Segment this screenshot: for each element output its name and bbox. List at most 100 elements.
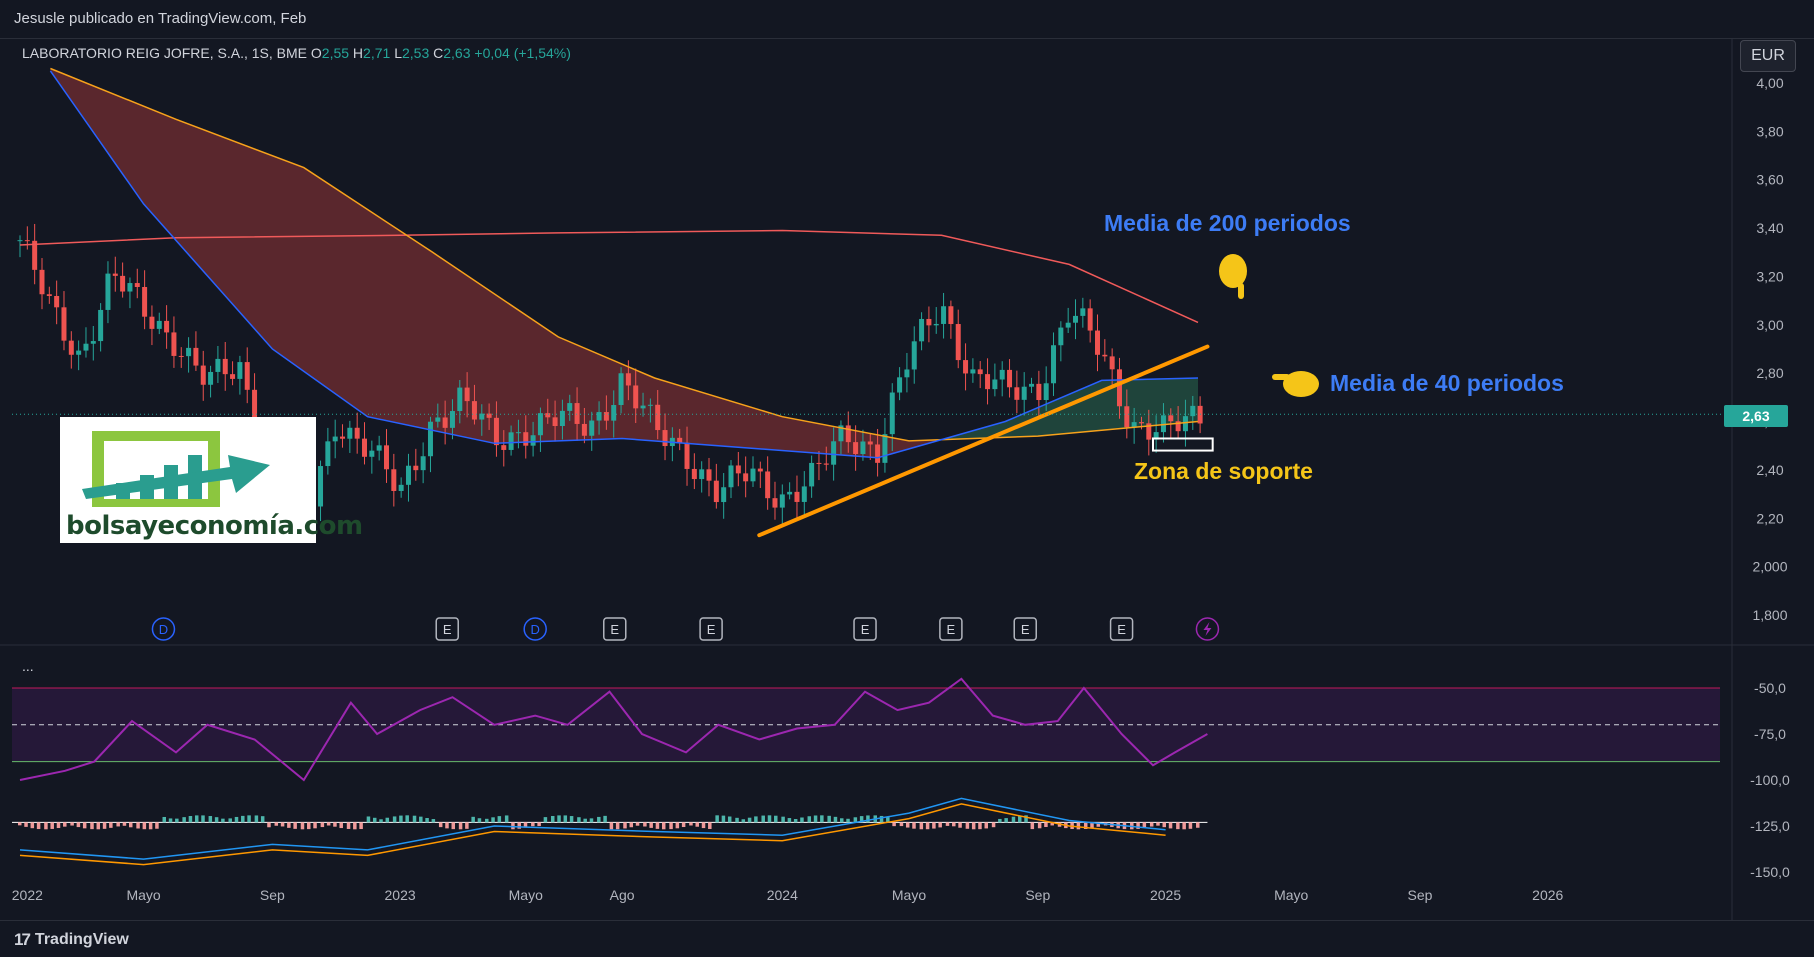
candle-body[interactable] bbox=[230, 374, 236, 379]
candle-body[interactable] bbox=[340, 436, 346, 439]
candle-body[interactable] bbox=[354, 427, 360, 439]
candle-body[interactable] bbox=[471, 401, 477, 420]
candle-body[interactable] bbox=[567, 403, 573, 411]
candle-body[interactable] bbox=[926, 318, 932, 326]
candle-body[interactable] bbox=[801, 486, 807, 502]
candle-body[interactable] bbox=[222, 358, 228, 375]
candle-body[interactable] bbox=[1087, 308, 1093, 331]
candle-body[interactable] bbox=[677, 437, 683, 443]
candle-body[interactable] bbox=[200, 365, 206, 385]
candle-body[interactable] bbox=[318, 466, 324, 507]
candle-body[interactable] bbox=[911, 341, 917, 370]
candle-body[interactable] bbox=[164, 320, 170, 333]
candle-body[interactable] bbox=[1007, 369, 1013, 388]
candle-body[interactable] bbox=[383, 445, 389, 470]
candle-body[interactable] bbox=[413, 465, 419, 471]
currency-button[interactable]: EUR bbox=[1740, 40, 1796, 72]
candle-body[interactable] bbox=[32, 240, 38, 270]
candle-body[interactable] bbox=[1160, 415, 1166, 433]
candle-body[interactable] bbox=[83, 343, 89, 351]
candle-body[interactable] bbox=[17, 240, 23, 242]
candle-body[interactable] bbox=[193, 347, 199, 366]
candle-body[interactable] bbox=[486, 413, 492, 418]
candle-body[interactable] bbox=[61, 307, 67, 341]
candle-body[interactable] bbox=[860, 441, 866, 455]
candle-body[interactable] bbox=[435, 417, 441, 422]
candle-body[interactable] bbox=[699, 469, 705, 480]
candle-body[interactable] bbox=[1021, 386, 1027, 400]
candle-body[interactable] bbox=[1073, 315, 1079, 323]
earnings-marker-icon[interactable] bbox=[853, 617, 877, 641]
candle-body[interactable] bbox=[405, 465, 411, 485]
candle-body[interactable] bbox=[963, 360, 969, 374]
candle-body[interactable] bbox=[376, 445, 382, 451]
candle-body[interactable] bbox=[794, 491, 800, 502]
candle-body[interactable] bbox=[985, 374, 991, 390]
candle-body[interactable] bbox=[1131, 422, 1137, 428]
candle-body[interactable] bbox=[515, 432, 521, 434]
candle-body[interactable] bbox=[1058, 327, 1064, 346]
candle-body[interactable] bbox=[1190, 405, 1196, 417]
candle-body[interactable] bbox=[552, 417, 558, 427]
candle-body[interactable] bbox=[589, 420, 595, 436]
oscillator-line[interactable] bbox=[19, 677, 1208, 782]
candle-body[interactable] bbox=[237, 362, 243, 379]
candle-body[interactable] bbox=[142, 287, 148, 317]
candle-body[interactable] bbox=[24, 240, 30, 242]
candle-body[interactable] bbox=[215, 358, 221, 372]
candle-body[interactable] bbox=[941, 306, 947, 324]
candle-body[interactable] bbox=[398, 484, 404, 491]
candle-body[interactable] bbox=[655, 404, 661, 431]
candle-body[interactable] bbox=[90, 341, 96, 344]
candle-body[interactable] bbox=[889, 392, 895, 435]
candle-body[interactable] bbox=[1051, 345, 1057, 384]
candle-body[interactable] bbox=[120, 275, 126, 292]
candle-body[interactable] bbox=[867, 441, 873, 445]
candle-body[interactable] bbox=[647, 404, 653, 406]
earnings-marker-icon[interactable] bbox=[1013, 617, 1037, 641]
candle-body[interactable] bbox=[596, 412, 602, 421]
ma40-line[interactable] bbox=[49, 70, 1199, 459]
candle-body[interactable] bbox=[156, 320, 162, 329]
candle-body[interactable] bbox=[98, 309, 104, 342]
candle-body[interactable] bbox=[1175, 421, 1181, 432]
candle-body[interactable] bbox=[39, 269, 45, 295]
candle-body[interactable] bbox=[757, 468, 763, 472]
candle-body[interactable] bbox=[508, 432, 514, 450]
candle-body[interactable] bbox=[362, 438, 368, 457]
candle-body[interactable] bbox=[545, 413, 551, 418]
tradingview-logo[interactable]: 17 TradingView bbox=[14, 930, 129, 950]
candle-body[interactable] bbox=[574, 403, 580, 424]
candle-body[interactable] bbox=[1116, 369, 1122, 407]
trendline[interactable] bbox=[757, 344, 1210, 538]
candle-body[interactable] bbox=[1138, 422, 1144, 424]
candle-body[interactable] bbox=[171, 332, 177, 356]
candle-body[interactable] bbox=[1102, 354, 1108, 357]
candle-body[interactable] bbox=[420, 456, 426, 471]
signal-line[interactable] bbox=[19, 803, 1166, 866]
candle-body[interactable] bbox=[1036, 383, 1042, 401]
candle-body[interactable] bbox=[537, 413, 543, 436]
candle-body[interactable] bbox=[977, 369, 983, 375]
candle-body[interactable] bbox=[611, 405, 617, 421]
candle-body[interactable] bbox=[1043, 383, 1049, 401]
candle-body[interactable] bbox=[823, 463, 829, 465]
candle-body[interactable] bbox=[464, 387, 470, 402]
candle-body[interactable] bbox=[178, 355, 184, 357]
candle-body[interactable] bbox=[479, 413, 485, 420]
candle-body[interactable] bbox=[640, 405, 646, 409]
candle-body[interactable] bbox=[875, 444, 881, 463]
candle-body[interactable] bbox=[772, 498, 778, 508]
candle-body[interactable] bbox=[603, 412, 609, 421]
candle-body[interactable] bbox=[691, 468, 697, 480]
candle-body[interactable] bbox=[779, 494, 785, 508]
candle-body[interactable] bbox=[68, 340, 74, 355]
chart-canvas[interactable]: 4,003,803,603,403,203,002,802,602,402,20… bbox=[0, 38, 1814, 920]
earnings-marker-icon[interactable] bbox=[603, 617, 627, 641]
candle-body[interactable] bbox=[992, 379, 998, 390]
candle-body[interactable] bbox=[105, 273, 111, 310]
candle-body[interactable] bbox=[838, 425, 844, 442]
candle-body[interactable] bbox=[1029, 383, 1035, 387]
candle-body[interactable] bbox=[427, 421, 433, 457]
candle-body[interactable] bbox=[743, 473, 749, 482]
